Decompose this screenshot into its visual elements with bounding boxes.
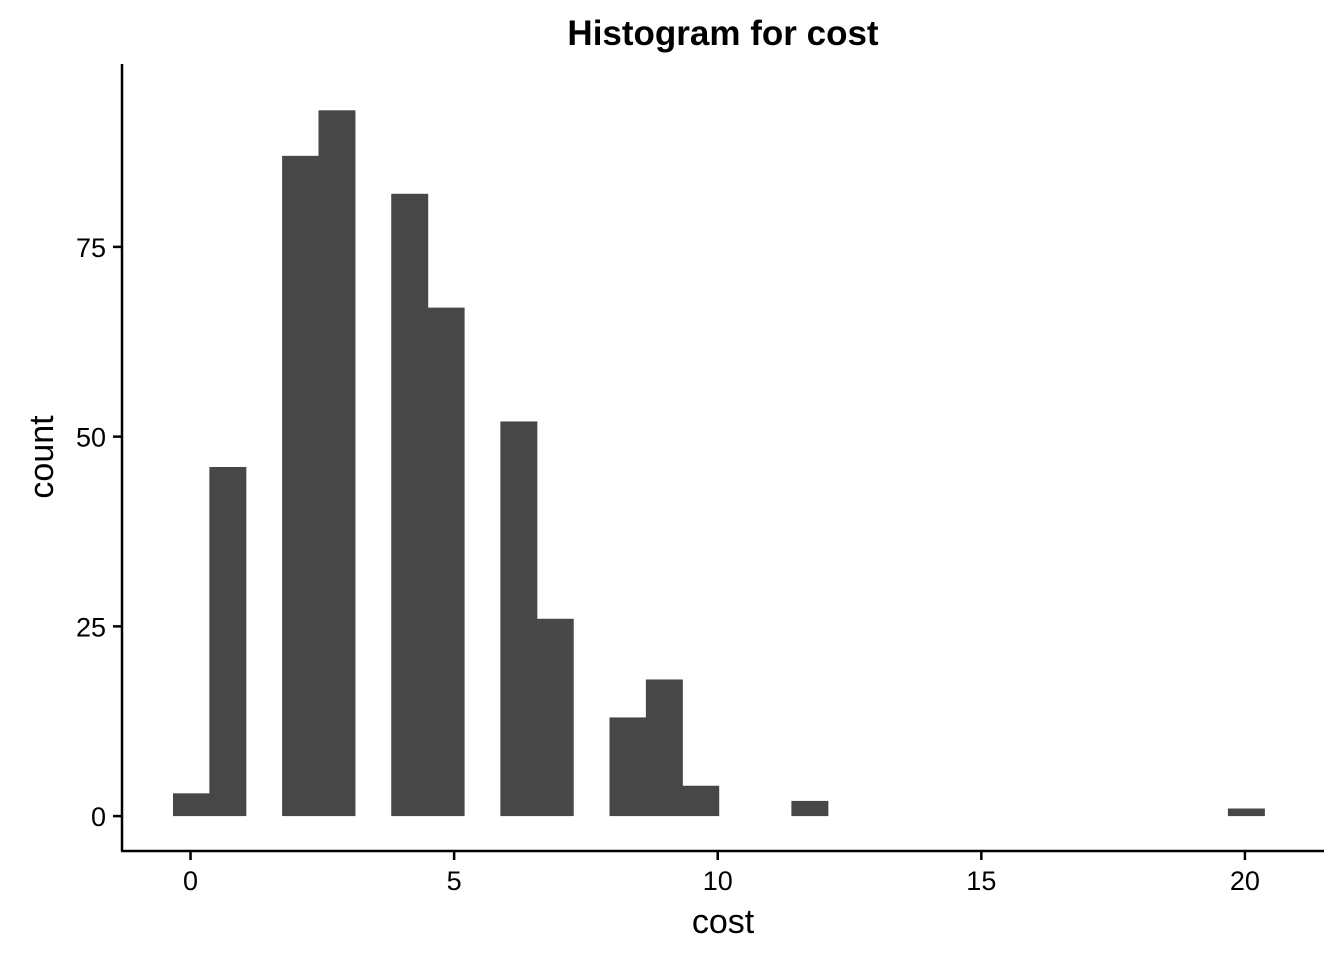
- histogram-bars: [172, 110, 1265, 817]
- y-tick-label: 25: [76, 612, 106, 642]
- x-tick-label: 15: [966, 866, 996, 896]
- x-tick-label: 10: [703, 866, 733, 896]
- y-tick-label: 0: [91, 802, 106, 832]
- histogram-bar: [391, 193, 429, 817]
- x-tick-label: 0: [183, 866, 198, 896]
- x-tick-label: 5: [447, 866, 462, 896]
- histogram-bar: [536, 618, 574, 817]
- histogram-bar: [609, 717, 647, 817]
- histogram-bar: [318, 110, 356, 817]
- y-axis-label: count: [23, 415, 61, 499]
- histogram-bar: [682, 785, 720, 817]
- histogram-bar: [791, 800, 829, 817]
- histogram-bar: [172, 793, 210, 817]
- y-tick-label: 75: [76, 233, 106, 263]
- histogram-bar: [645, 679, 683, 817]
- x-axis-ticks: 0 5 10 15 20: [183, 851, 1260, 896]
- y-axis-ticks: 0 25 50 75: [76, 233, 122, 832]
- histogram-bar: [427, 307, 465, 817]
- histogram-bar: [209, 466, 247, 817]
- x-axis-label: cost: [692, 903, 755, 941]
- histogram-bar: [1227, 808, 1265, 817]
- histogram-bar: [500, 421, 538, 817]
- x-tick-label: 20: [1230, 866, 1260, 896]
- chart-title: Histogram for cost: [567, 14, 878, 53]
- y-tick-label: 50: [76, 423, 106, 453]
- histogram-bar: [282, 155, 320, 817]
